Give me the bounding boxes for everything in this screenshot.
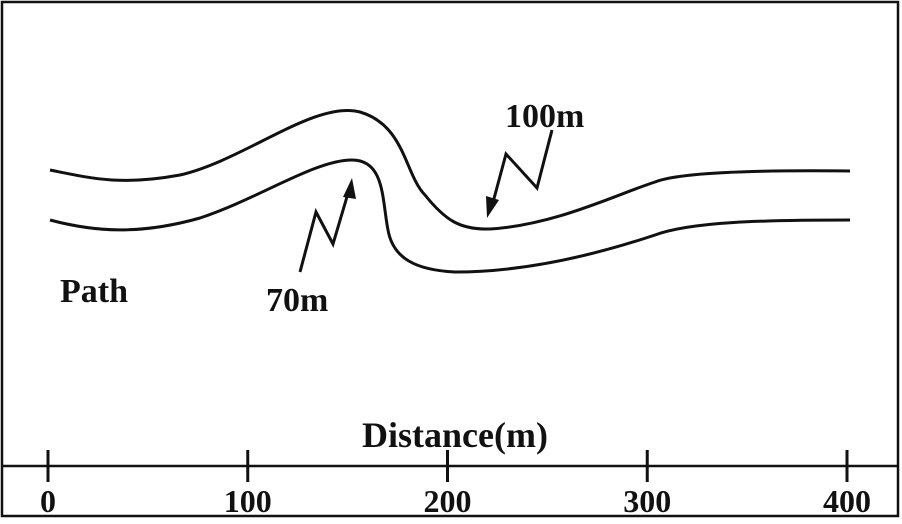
arrowhead-100m: [486, 196, 499, 218]
path-lower-boundary: [49, 158, 851, 274]
x-axis-ticks: 0 100 200 300 400: [40, 450, 871, 519]
x-tick-label: 200: [424, 483, 472, 519]
x-tick-label: 100: [224, 483, 272, 519]
annotation-100m: 100m: [505, 98, 584, 135]
annotation-70m: 70m: [266, 282, 328, 319]
x-tick-label: 400: [823, 483, 871, 519]
path-label: Path: [60, 273, 128, 310]
x-tick-label: 300: [623, 483, 671, 519]
arrow-100m: [490, 129, 554, 207]
arrow-70m: [298, 189, 351, 273]
x-tick-label: 0: [40, 483, 56, 519]
x-axis-label: Distance(m): [362, 415, 548, 455]
path-upper-boundary: [49, 109, 851, 231]
arrowhead-70m: [343, 178, 356, 199]
